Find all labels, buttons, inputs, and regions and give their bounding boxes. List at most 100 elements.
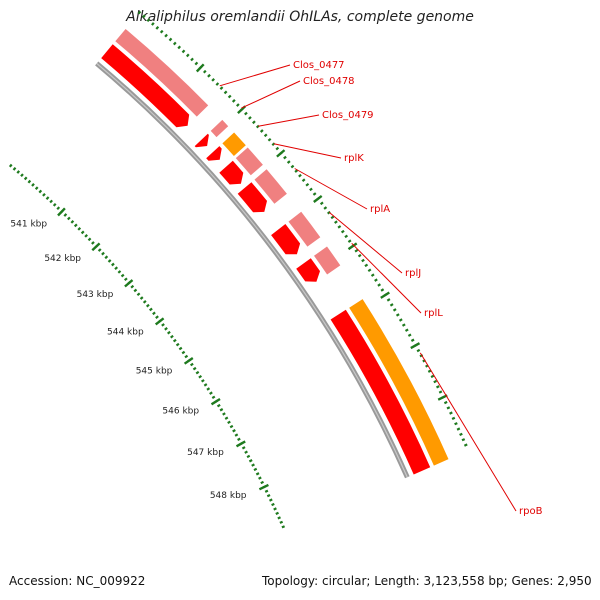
scale-minor-tick xyxy=(298,173,302,178)
scale-minor-tick xyxy=(178,346,183,351)
scale-minor-tick xyxy=(164,327,168,331)
scale-tick-label: 547 kbp xyxy=(187,448,224,458)
scale-minor-tick xyxy=(203,69,207,74)
scale-minor-tick xyxy=(248,116,252,120)
protein-feature-arrow xyxy=(235,147,263,176)
scale-minor-tick xyxy=(223,90,228,95)
scale-minor-tick xyxy=(184,354,189,359)
scale-minor-tick xyxy=(459,432,463,436)
scale-minor-tick xyxy=(49,199,53,204)
scale-minor-tick xyxy=(20,173,24,178)
scale-minor-tick xyxy=(395,313,400,317)
scale-minor-tick xyxy=(172,338,177,343)
cds-feature-arrow xyxy=(206,146,222,161)
scale-minor-tick xyxy=(137,10,142,15)
scale-minor-tick xyxy=(219,408,224,412)
scale-minor-tick xyxy=(117,270,122,274)
gene-leader-line xyxy=(241,80,301,109)
scale-minor-tick xyxy=(175,342,180,347)
scale-minor-tick xyxy=(38,189,43,194)
scale-minor-tick xyxy=(164,33,168,38)
scale-minor-tick xyxy=(161,323,165,327)
scale-tick-label: 544 kbp xyxy=(107,328,144,338)
genome-backbone-highlight xyxy=(96,62,408,478)
scale-minor-tick xyxy=(354,248,359,253)
scale-minor-tick xyxy=(227,420,231,425)
protein-feature-arrow xyxy=(314,246,341,275)
scale-minor-tick xyxy=(340,229,345,234)
scale-minor-tick xyxy=(192,366,197,371)
inner-scale-ring xyxy=(8,163,286,529)
scale-minor-tick xyxy=(319,201,324,206)
scale-minor-tick xyxy=(152,311,156,316)
protein-feature-arrow xyxy=(222,132,246,156)
scale-minor-tick xyxy=(275,511,279,515)
scale-minor-tick xyxy=(70,220,75,224)
scale-minor-tick xyxy=(281,525,286,529)
scale-tick-label: 543 kbp xyxy=(77,290,114,300)
scale-minor-tick xyxy=(229,424,234,429)
scale-minor-tick xyxy=(168,37,173,42)
scale-minor-tick xyxy=(267,137,272,142)
gene-leader-line xyxy=(219,64,291,87)
scale-minor-tick xyxy=(189,362,194,367)
gene-leader-line xyxy=(328,212,403,274)
scale-minor-tick xyxy=(374,278,378,282)
gene-leader-line xyxy=(419,352,517,512)
scale-minor-tick xyxy=(195,370,200,375)
gene-label: rplL xyxy=(424,308,443,319)
scale-minor-tick xyxy=(107,259,112,263)
scale-minor-tick xyxy=(357,253,362,258)
scale-minor-tick xyxy=(12,166,17,171)
scale-minor-tick xyxy=(232,429,236,433)
scale-minor-tick xyxy=(323,206,328,210)
scale-minor-tick xyxy=(312,192,317,196)
outer-major-tick xyxy=(313,194,323,203)
scale-minor-tick xyxy=(248,459,253,463)
scale-minor-tick xyxy=(123,277,128,282)
scale-minor-tick xyxy=(260,480,265,485)
scale-minor-tick xyxy=(392,308,397,312)
gene-leader-line xyxy=(273,143,342,159)
scale-minor-tick xyxy=(277,516,281,520)
scale-major-tick xyxy=(124,279,134,288)
scale-minor-tick xyxy=(27,179,32,184)
scale-minor-tick xyxy=(211,395,216,400)
scale-minor-tick xyxy=(133,288,138,293)
scale-minor-tick xyxy=(63,213,68,217)
scale-minor-tick xyxy=(386,298,391,302)
scale-minor-tick xyxy=(155,25,160,30)
scale-minor-tick xyxy=(244,450,248,454)
scale-major-tick xyxy=(57,207,66,217)
scale-minor-tick xyxy=(344,234,349,239)
scale-minor-tick xyxy=(224,416,229,420)
scale-minor-tick xyxy=(401,323,406,327)
scale-minor-tick xyxy=(286,160,291,164)
gene-label: rplA xyxy=(370,204,390,215)
scale-minor-tick xyxy=(8,163,13,168)
scale-minor-tick xyxy=(377,283,381,287)
scale-minor-tick xyxy=(463,443,468,447)
scale-minor-tick xyxy=(87,237,92,242)
scale-minor-tick xyxy=(84,234,88,238)
scale-minor-tick xyxy=(34,186,39,191)
scale-minor-tick xyxy=(367,268,372,273)
gene-label: rplK xyxy=(344,153,364,164)
scale-minor-tick xyxy=(146,18,151,23)
scale-minor-tick xyxy=(111,262,115,267)
scale-minor-tick xyxy=(389,303,394,307)
scale-minor-tick xyxy=(283,155,287,160)
scale-minor-tick xyxy=(136,292,141,297)
gene-leader-line xyxy=(294,168,368,210)
scale-minor-tick xyxy=(334,220,338,224)
gene-label: Clos_0479 xyxy=(322,110,374,121)
scale-minor-tick xyxy=(305,182,310,187)
scale-minor-tick xyxy=(410,338,415,342)
scale-minor-tick xyxy=(207,73,211,78)
cds-feature-arrow xyxy=(101,44,190,128)
scale-tick-label: 542 kbp xyxy=(44,254,81,264)
scale-minor-tick xyxy=(454,422,458,426)
scale-major-tick xyxy=(183,357,194,365)
scale-minor-tick xyxy=(234,433,239,437)
